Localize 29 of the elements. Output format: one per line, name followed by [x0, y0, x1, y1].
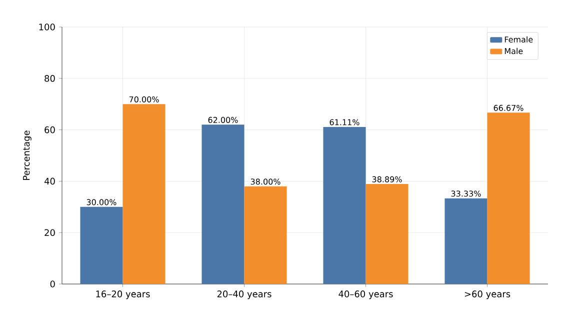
x-tick-label: 16–20 years: [96, 290, 150, 300]
legend-label: Female: [504, 36, 533, 43]
x-tick-label: 40–60 years: [338, 290, 393, 300]
x-tick-label: 20–40 years: [217, 290, 272, 300]
y-tick-label: 40: [44, 178, 55, 185]
y-tick-label: 80: [44, 74, 55, 82]
y-tick-label: 0: [50, 280, 55, 288]
bar: [444, 198, 488, 284]
data-label: 38.00%: [250, 178, 280, 185]
legend-label: Male: [504, 48, 523, 54]
bar: [366, 184, 408, 284]
bar: [80, 206, 123, 284]
y-tick-label: 20: [44, 229, 55, 236]
data-label: 70.00%: [129, 96, 159, 102]
data-label: 38.89%: [372, 176, 402, 182]
bar: [487, 112, 530, 284]
bar: [202, 124, 244, 284]
data-label: 66.67%: [494, 104, 524, 111]
y-tick-label: 100: [39, 24, 55, 30]
bar: [244, 186, 287, 284]
bar: [323, 126, 366, 284]
y-axis-title: Percentage: [23, 130, 32, 180]
data-label: 30.00%: [86, 199, 116, 206]
x-tick-label: >60 years: [464, 290, 510, 300]
bar: [122, 104, 166, 284]
data-label: 61.11%: [330, 119, 360, 126]
y-tick-label: 60: [44, 126, 55, 134]
data-label: 33.33%: [451, 190, 481, 197]
data-label: 62.00%: [208, 116, 238, 123]
